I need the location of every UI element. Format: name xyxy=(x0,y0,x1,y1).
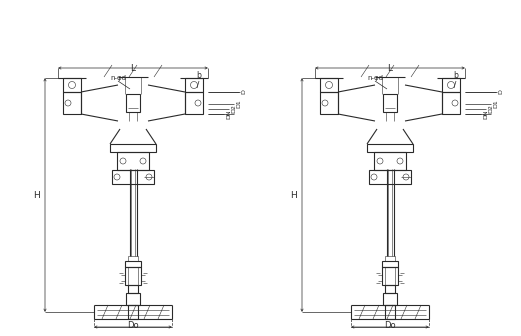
Text: b: b xyxy=(454,71,458,80)
Bar xyxy=(185,78,203,92)
Text: DN: DN xyxy=(226,109,231,119)
Bar xyxy=(126,94,140,112)
Bar xyxy=(110,144,156,152)
Text: D2: D2 xyxy=(231,104,236,114)
Text: DN: DN xyxy=(483,109,488,119)
Text: D: D xyxy=(241,90,246,94)
Bar xyxy=(125,261,141,267)
Bar xyxy=(128,305,138,319)
Text: b: b xyxy=(196,71,202,80)
Bar xyxy=(374,152,406,170)
Bar xyxy=(442,92,460,114)
Bar xyxy=(112,170,154,184)
Bar xyxy=(63,78,81,92)
Text: Do: Do xyxy=(127,321,139,330)
Bar xyxy=(117,152,149,170)
Bar xyxy=(385,285,395,293)
Bar xyxy=(442,78,460,92)
Text: L: L xyxy=(130,64,135,73)
Text: D: D xyxy=(498,90,503,94)
Bar xyxy=(383,94,397,112)
Text: n-φd: n-φd xyxy=(110,75,126,81)
Bar xyxy=(128,285,138,293)
Bar xyxy=(128,256,138,261)
Bar xyxy=(185,92,203,114)
Bar xyxy=(125,267,141,285)
Bar xyxy=(320,78,338,92)
Bar xyxy=(128,267,138,285)
Bar xyxy=(126,293,140,305)
Bar xyxy=(367,144,413,152)
Text: Do: Do xyxy=(384,321,396,330)
Bar xyxy=(382,267,398,285)
Text: D1: D1 xyxy=(236,100,241,109)
Text: H: H xyxy=(33,191,40,200)
Bar xyxy=(369,170,411,184)
Bar xyxy=(385,305,395,319)
Text: n-φd: n-φd xyxy=(367,75,383,81)
Bar xyxy=(385,267,395,285)
Text: D1: D1 xyxy=(493,100,498,109)
Bar xyxy=(382,261,398,267)
Text: H: H xyxy=(290,191,297,200)
Text: L: L xyxy=(388,64,392,73)
Bar xyxy=(63,92,81,114)
Bar xyxy=(385,256,395,261)
Bar xyxy=(383,293,397,305)
Bar xyxy=(320,92,338,114)
Text: D2: D2 xyxy=(488,104,493,114)
